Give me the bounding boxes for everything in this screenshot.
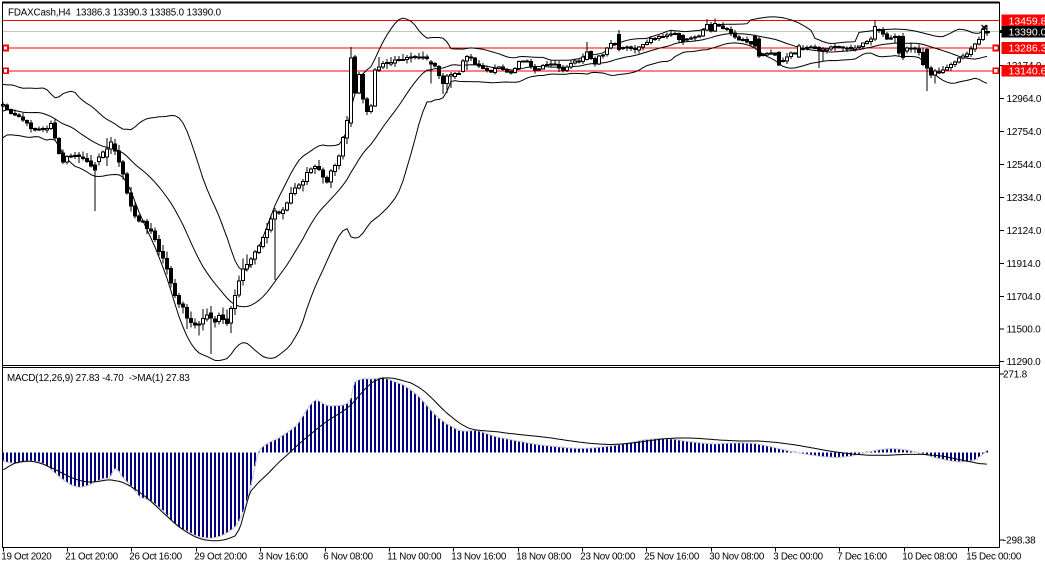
svg-text:12124.0: 12124.0 xyxy=(1007,226,1042,237)
svg-text:21 Oct 20:00: 21 Oct 20:00 xyxy=(65,551,118,562)
svg-text:13459.8: 13459.8 xyxy=(1009,15,1045,27)
svg-text:18 Nov 08:00: 18 Nov 08:00 xyxy=(516,551,572,562)
svg-text:13286.3: 13286.3 xyxy=(1009,43,1045,55)
svg-text:13390.0: 13390.0 xyxy=(1009,27,1045,39)
svg-text:FDAXCash,H4 13386.3 13390.3 1: FDAXCash,H4 13386.3 13390.3 13385.0 1339… xyxy=(8,8,222,19)
svg-text:15 Dec 00:00: 15 Dec 00:00 xyxy=(966,551,1022,562)
svg-text:-298.38: -298.38 xyxy=(1003,536,1036,547)
svg-text:271.8: 271.8 xyxy=(1003,370,1028,381)
svg-text:11914.0: 11914.0 xyxy=(1007,259,1042,270)
svg-text:7 Dec 16:00: 7 Dec 16:00 xyxy=(837,551,887,562)
svg-text:13 Nov 16:00: 13 Nov 16:00 xyxy=(451,551,507,562)
svg-text:12544.0: 12544.0 xyxy=(1007,160,1042,171)
svg-text:11704.0: 11704.0 xyxy=(1007,292,1042,303)
svg-text:13140.6: 13140.6 xyxy=(1009,66,1045,78)
svg-text:12964.0: 12964.0 xyxy=(1007,94,1042,105)
svg-text:MACD(12,26,9) 27.83 -4.70 ->M: MACD(12,26,9) 27.83 -4.70 ->MA(1) 27.83 xyxy=(7,373,190,384)
svg-text:23 Nov 00:00: 23 Nov 00:00 xyxy=(580,551,636,562)
svg-text:19 Oct 2020: 19 Oct 2020 xyxy=(1,551,52,562)
svg-text:6 Nov 08:00: 6 Nov 08:00 xyxy=(323,551,373,562)
svg-text:11500.0: 11500.0 xyxy=(1007,324,1042,335)
svg-text:3 Dec 00:00: 3 Dec 00:00 xyxy=(773,551,823,562)
svg-text:12754.0: 12754.0 xyxy=(1007,127,1042,138)
svg-text:11 Nov 00:00: 11 Nov 00:00 xyxy=(387,551,442,562)
svg-text:29 Oct 20:00: 29 Oct 20:00 xyxy=(194,551,247,562)
svg-text:26 Oct 16:00: 26 Oct 16:00 xyxy=(129,551,182,562)
svg-text:12334.0: 12334.0 xyxy=(1007,193,1042,204)
svg-text:3 Nov 16:00: 3 Nov 16:00 xyxy=(258,551,308,562)
svg-text:11290.0: 11290.0 xyxy=(1007,357,1042,368)
svg-text:10 Dec 08:00: 10 Dec 08:00 xyxy=(902,551,958,562)
svg-text:25 Nov 16:00: 25 Nov 16:00 xyxy=(644,551,700,562)
svg-text:30 Nov 08:00: 30 Nov 08:00 xyxy=(709,551,765,562)
